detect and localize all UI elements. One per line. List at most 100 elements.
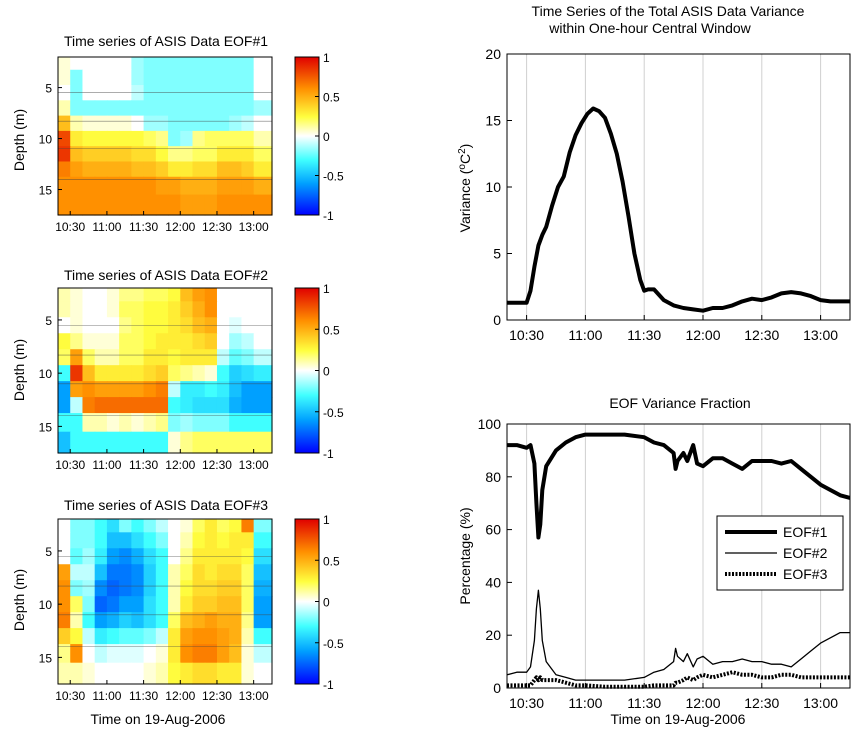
heatmap-cell	[216, 288, 230, 302]
heatmap-cell	[204, 57, 218, 71]
heatmap-cell	[229, 532, 243, 549]
heatmap-cell	[94, 115, 108, 132]
x-tick-label: 12:00	[685, 695, 720, 711]
heatmap-cell	[180, 519, 194, 533]
heatmap-cell	[106, 580, 120, 597]
heatmap-cell	[94, 381, 108, 398]
heatmap-cell	[180, 365, 194, 382]
x-tick-label: 12:30	[744, 695, 779, 711]
heatmap-cell	[155, 519, 169, 533]
heatmap-cell	[229, 349, 243, 366]
heatmap-cell	[241, 662, 255, 685]
heatmap-cell	[204, 662, 218, 685]
heatmap-cell	[192, 130, 206, 147]
heatmap-cell	[58, 301, 71, 318]
heatmap-cell	[131, 612, 145, 629]
heatmap-cell	[192, 349, 206, 366]
heatmap-cell	[229, 130, 243, 147]
heatmap-cell	[180, 413, 194, 433]
heatmap-cell	[253, 69, 273, 86]
heatmap-cell	[131, 628, 145, 645]
heatmap-cell	[180, 381, 194, 398]
heatmap-cell	[131, 519, 145, 533]
colorbar-tick-label: 0	[323, 596, 330, 610]
y-tick-label: 5	[45, 314, 52, 328]
colorbar-tick-label: 0	[323, 130, 330, 144]
heatmap-cell	[253, 564, 273, 581]
heatmap-cell	[119, 301, 132, 318]
heatmap-cell	[155, 69, 169, 86]
heatmap-cell	[180, 349, 194, 366]
heatmap-cell	[143, 662, 157, 685]
heatmap-cell	[143, 301, 157, 318]
chart-title: Time series of ASIS Data EOF#2	[64, 267, 268, 283]
heatmap-cell	[253, 100, 273, 117]
heatmap-cell	[192, 194, 206, 216]
heatmap-cell	[204, 381, 218, 398]
heatmap-cell	[216, 301, 230, 318]
chart-title: Time series of ASIS Data EOF#1	[64, 33, 268, 49]
heatmap-cell	[241, 431, 255, 454]
heatmap-cell	[70, 365, 84, 382]
x-tick-label: 13:00	[239, 458, 269, 472]
heatmap-cell	[180, 628, 194, 645]
heatmap-cell	[155, 662, 169, 685]
heatmap-cell	[58, 644, 71, 664]
heatmap-cell	[82, 413, 96, 433]
heatmap-cell	[106, 130, 120, 147]
heatmap-cell	[106, 596, 120, 613]
heatmap-cell	[94, 628, 108, 645]
heatmap-cell	[58, 333, 71, 350]
heatmap-cell	[106, 176, 120, 196]
heatmap-cell	[106, 662, 120, 685]
chart-title-line-2: within One-hour Central Window	[548, 20, 751, 36]
heatmap-cell	[155, 333, 169, 350]
heatmap-cell	[229, 519, 243, 533]
heatmap-cell	[119, 115, 132, 132]
x-tick-label: 10:30	[509, 327, 544, 343]
x-tick-label: 12:00	[165, 458, 195, 472]
heatmap-cell	[131, 194, 145, 216]
heatmap-cell	[155, 397, 169, 414]
heatmap-cell	[155, 580, 169, 597]
heatmap-cell	[168, 612, 181, 629]
heatmap-cell	[180, 194, 194, 216]
heatmap-cell	[229, 100, 243, 117]
heatmap-cell	[155, 612, 169, 629]
heatmap-cell	[216, 532, 230, 549]
heatmap-cell	[229, 365, 243, 382]
heatmap-cell	[192, 288, 206, 302]
heatmap-cell	[180, 532, 194, 549]
heatmap-cell	[253, 130, 273, 147]
heatmap-cell	[192, 176, 206, 196]
heatmap-cell	[168, 161, 181, 178]
x-tick-label: 11:00	[92, 458, 121, 472]
heatmap-cell	[94, 644, 108, 664]
x-tick-label: 12:30	[202, 220, 232, 234]
heatmap-cell	[70, 628, 84, 645]
heatmap-cell	[216, 413, 230, 433]
heatmap-cell	[143, 381, 157, 398]
heatmap-cell	[216, 176, 230, 196]
heatmap-cell	[106, 628, 120, 645]
heatmap-cell	[70, 115, 84, 132]
heatmap-cell	[204, 288, 218, 302]
heatmap-cell	[229, 69, 243, 86]
heatmap-cell	[204, 596, 218, 613]
x-tick-label: 12:00	[165, 689, 195, 703]
heatmap-cell	[253, 519, 273, 533]
heatmap-cell	[204, 333, 218, 350]
heatmap-cell	[229, 431, 243, 454]
heatmap-cell	[229, 288, 243, 302]
heatmap-cell	[70, 397, 84, 414]
x-tick-label: 13:00	[803, 327, 838, 343]
heatmap-cell	[131, 564, 145, 581]
heatmap-cell	[58, 596, 71, 613]
heatmap-cell	[204, 146, 218, 163]
heatmap-cell	[119, 288, 132, 302]
y-tick-label: 10	[39, 598, 53, 612]
heatmap-cell	[94, 532, 108, 549]
heatmap-cell	[106, 431, 120, 454]
heatmap-cell	[94, 519, 108, 533]
heatmap-cell	[229, 397, 243, 414]
